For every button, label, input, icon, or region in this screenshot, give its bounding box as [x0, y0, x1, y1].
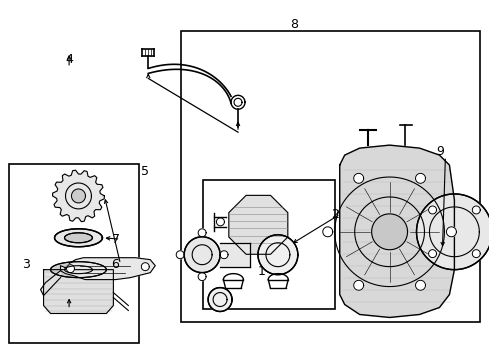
Polygon shape: [416, 194, 490, 270]
Polygon shape: [176, 251, 184, 259]
Polygon shape: [65, 233, 93, 243]
Polygon shape: [472, 206, 480, 214]
Polygon shape: [472, 249, 480, 258]
Polygon shape: [354, 280, 364, 290]
Polygon shape: [446, 227, 456, 237]
Polygon shape: [354, 173, 364, 183]
Text: 8: 8: [290, 18, 298, 31]
Text: 5: 5: [141, 165, 149, 177]
Text: 3: 3: [22, 258, 30, 271]
Bar: [203, 180, 335, 309]
Polygon shape: [44, 270, 113, 314]
Polygon shape: [258, 235, 298, 275]
Polygon shape: [41, 271, 61, 296]
Polygon shape: [141, 263, 149, 271]
Text: 4: 4: [65, 53, 73, 66]
Polygon shape: [198, 273, 206, 280]
Polygon shape: [323, 227, 333, 237]
Polygon shape: [340, 145, 454, 318]
Polygon shape: [50, 262, 106, 278]
Polygon shape: [220, 251, 228, 259]
Polygon shape: [229, 195, 288, 254]
Polygon shape: [208, 288, 232, 311]
Polygon shape: [429, 206, 437, 214]
Polygon shape: [72, 189, 85, 203]
Text: 6: 6: [112, 258, 120, 271]
Polygon shape: [416, 280, 425, 290]
Polygon shape: [52, 170, 104, 222]
Text: 9: 9: [437, 145, 444, 158]
Bar: [181, 31, 480, 321]
Polygon shape: [67, 265, 74, 273]
Polygon shape: [198, 229, 206, 237]
Text: 2: 2: [331, 208, 340, 221]
Polygon shape: [416, 173, 425, 183]
Polygon shape: [371, 214, 408, 250]
Polygon shape: [220, 243, 250, 267]
Polygon shape: [184, 237, 220, 273]
Text: 7: 7: [112, 233, 120, 246]
Text: 1: 1: [258, 265, 266, 278]
Polygon shape: [54, 229, 102, 247]
Polygon shape: [61, 258, 155, 280]
Polygon shape: [429, 249, 437, 258]
Bar: [9, 164, 139, 343]
